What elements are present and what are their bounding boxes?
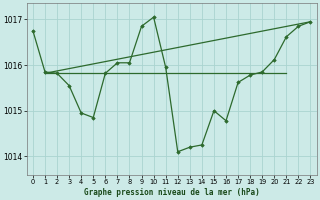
X-axis label: Graphe pression niveau de la mer (hPa): Graphe pression niveau de la mer (hPa) bbox=[84, 188, 260, 197]
